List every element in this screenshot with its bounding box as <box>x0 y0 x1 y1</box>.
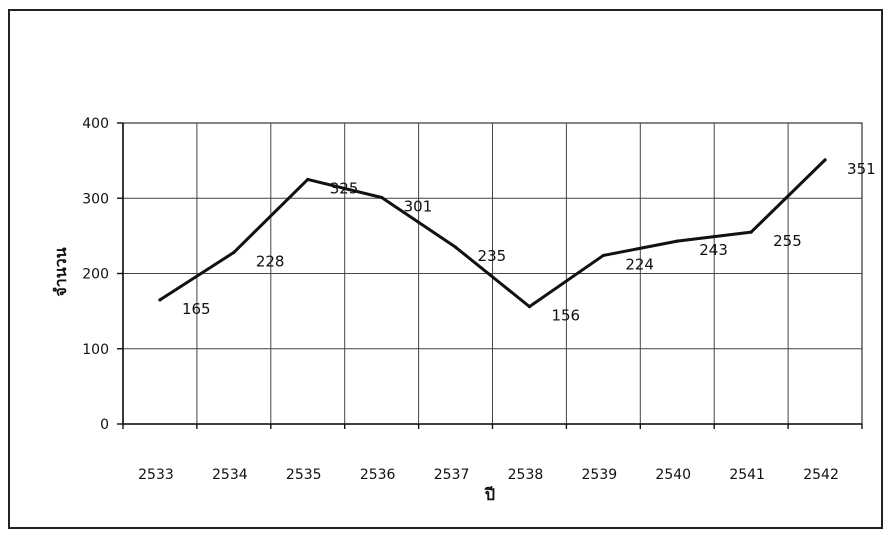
x-tick-label: 2541 <box>729 467 765 483</box>
data-point <box>232 250 236 255</box>
x-tick-label: 2533 <box>138 467 174 483</box>
data-label: 224 <box>625 255 654 273</box>
data-point <box>527 305 532 309</box>
series-line <box>159 158 827 309</box>
data-point <box>749 230 753 234</box>
data-label: 235 <box>478 247 507 265</box>
x-tick-label: 2537 <box>434 467 470 483</box>
x-tick-labels: 2533 2534 2535 2536 2537 2538 2539 2540 2541 2542 <box>138 467 839 483</box>
grid-lines <box>123 123 862 424</box>
y-axis-title: จำนวน <box>51 247 70 296</box>
x-tick-label: 2534 <box>212 467 248 483</box>
axes <box>117 122 863 429</box>
data-point <box>158 298 162 302</box>
data-point <box>601 253 605 258</box>
x-tick-label: 2536 <box>360 467 396 483</box>
data-point <box>675 239 679 243</box>
series-line-group <box>158 158 827 309</box>
y-tick-label: 100 <box>82 342 109 358</box>
data-label: 325 <box>330 179 359 197</box>
data-label: 243 <box>699 241 728 259</box>
y-tick-label: 300 <box>82 191 109 207</box>
data-labels: 165 228 325 301 235 156 224 243 255 351 <box>182 160 876 325</box>
data-label: 156 <box>551 307 580 325</box>
data-label: 228 <box>256 252 285 270</box>
data-label: 351 <box>847 160 876 178</box>
x-tick-label: 2538 <box>508 467 544 483</box>
data-point <box>306 177 310 182</box>
x-tick-label: 2542 <box>803 467 839 483</box>
y-tick-label: 400 <box>82 116 109 132</box>
data-point <box>823 158 827 162</box>
data-label: 301 <box>404 197 433 215</box>
x-tick-label: 2540 <box>655 467 691 483</box>
data-label: 165 <box>182 300 211 318</box>
x-axis-title: ปี <box>484 485 496 504</box>
y-tick-label: 0 <box>100 417 109 433</box>
data-point <box>453 245 458 249</box>
y-tick-labels: 0 100 200 300 400 <box>82 116 109 433</box>
data-label: 255 <box>773 232 802 250</box>
x-tick-label: 2539 <box>582 467 618 483</box>
data-point <box>380 195 384 200</box>
x-tick-label: 2535 <box>286 467 322 483</box>
y-tick-label: 200 <box>82 267 109 283</box>
